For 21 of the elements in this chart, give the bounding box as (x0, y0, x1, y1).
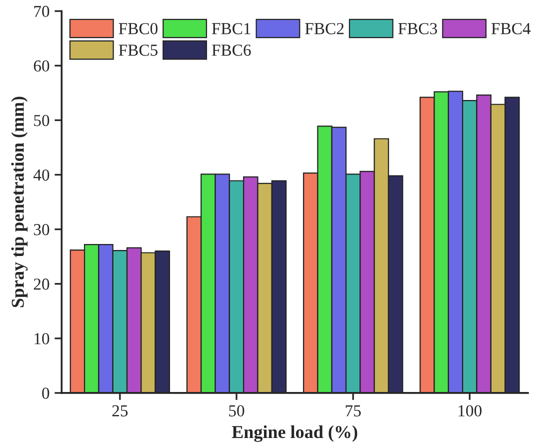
legend-label: FBC3 (398, 23, 437, 34)
x-axis-title: Engine load (%) (232, 425, 358, 442)
y-tick-label: 60 (34, 60, 50, 72)
y-tick-label: 0 (42, 388, 50, 399)
legend-label: FBC6 (212, 44, 251, 56)
x-tick-label: 25 (112, 405, 128, 416)
y-tick-label: 20 (34, 278, 50, 290)
x-tick-label: 50 (229, 405, 244, 416)
y-axis-title: Spray tip penetration (mm) (11, 96, 28, 308)
y-tick-label: 30 (34, 224, 50, 236)
y-tick-label: 70 (34, 6, 50, 18)
y-tick-label: 10 (34, 333, 50, 344)
legend-label: FBC5 (118, 44, 158, 56)
legend-label: FBC2 (305, 23, 344, 34)
legend-label: FBC1 (212, 23, 250, 34)
y-tick-label: 40 (33, 169, 50, 181)
x-tick-label: 100 (458, 405, 482, 416)
legend-label: FBC4 (491, 23, 531, 34)
x-tick-label: 75 (346, 405, 361, 416)
legend-label: FBC0 (118, 23, 158, 34)
y-tick-label: 50 (34, 114, 50, 126)
